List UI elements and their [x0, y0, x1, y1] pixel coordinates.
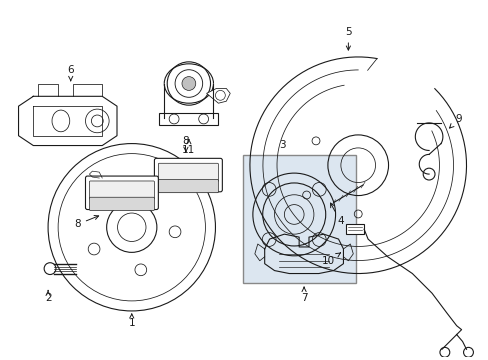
Text: 7: 7 — [300, 287, 307, 303]
Text: 6: 6 — [67, 65, 74, 81]
Text: 8: 8 — [74, 216, 99, 229]
FancyBboxPatch shape — [85, 176, 158, 210]
FancyBboxPatch shape — [158, 180, 218, 193]
FancyBboxPatch shape — [154, 158, 222, 192]
Circle shape — [182, 77, 195, 90]
FancyBboxPatch shape — [89, 181, 154, 199]
Text: 1: 1 — [128, 314, 135, 328]
Text: 4: 4 — [330, 203, 343, 226]
Text: 5: 5 — [345, 27, 351, 50]
Text: 3: 3 — [279, 140, 285, 149]
Bar — [159, 113, 218, 125]
Text: 8: 8 — [182, 136, 189, 152]
FancyBboxPatch shape — [89, 197, 154, 211]
Bar — [243, 156, 356, 283]
Text: 11: 11 — [182, 140, 195, 156]
Bar — [346, 224, 364, 234]
Text: 10: 10 — [322, 253, 340, 266]
Text: 9: 9 — [448, 114, 461, 128]
Polygon shape — [206, 89, 230, 103]
FancyBboxPatch shape — [158, 163, 218, 181]
Text: 2: 2 — [45, 291, 51, 303]
